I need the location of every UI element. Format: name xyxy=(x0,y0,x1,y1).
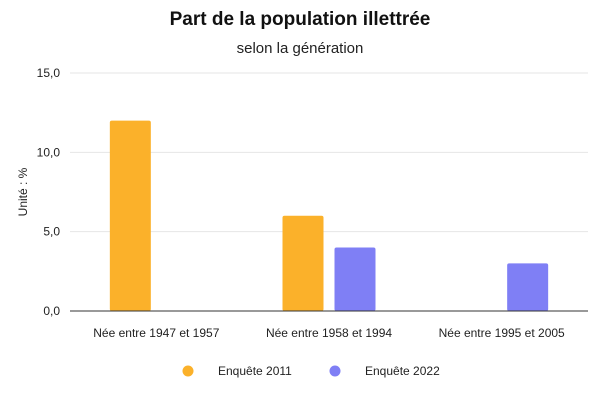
y-tick-label: 0,0 xyxy=(43,304,60,318)
legend-marker xyxy=(329,365,341,377)
x-tick-label: Née entre 1947 et 1957 xyxy=(93,326,219,340)
y-tick-label: 15,0 xyxy=(37,66,61,80)
x-tick-label: Née entre 1995 et 2005 xyxy=(439,326,565,340)
y-axis-label: Unité : % xyxy=(16,167,30,216)
chart-subtitle: selon la génération xyxy=(237,40,364,57)
x-tick-label: Née entre 1958 et 1994 xyxy=(266,326,392,340)
chart-title: Part de la population illettrée xyxy=(170,9,431,30)
x-axis-ticks: Née entre 1947 et 1957 Née entre 1958 et … xyxy=(93,326,565,340)
legend: Enquête 2011 Enquête 2022 xyxy=(182,364,440,378)
bar xyxy=(334,247,376,311)
legend-label: Enquête 2011 xyxy=(218,364,292,378)
bar xyxy=(507,263,549,311)
y-tick-label: 10,0 xyxy=(37,145,61,159)
legend-marker xyxy=(182,365,194,377)
bars xyxy=(109,120,549,311)
y-axis-ticks: 0,0 5,0 10,0 15,0 xyxy=(37,66,61,318)
bar xyxy=(282,215,324,311)
legend-label: Enquête 2022 xyxy=(365,364,440,378)
y-tick-label: 5,0 xyxy=(43,225,60,239)
bar xyxy=(109,120,151,311)
gridlines xyxy=(70,72,588,233)
